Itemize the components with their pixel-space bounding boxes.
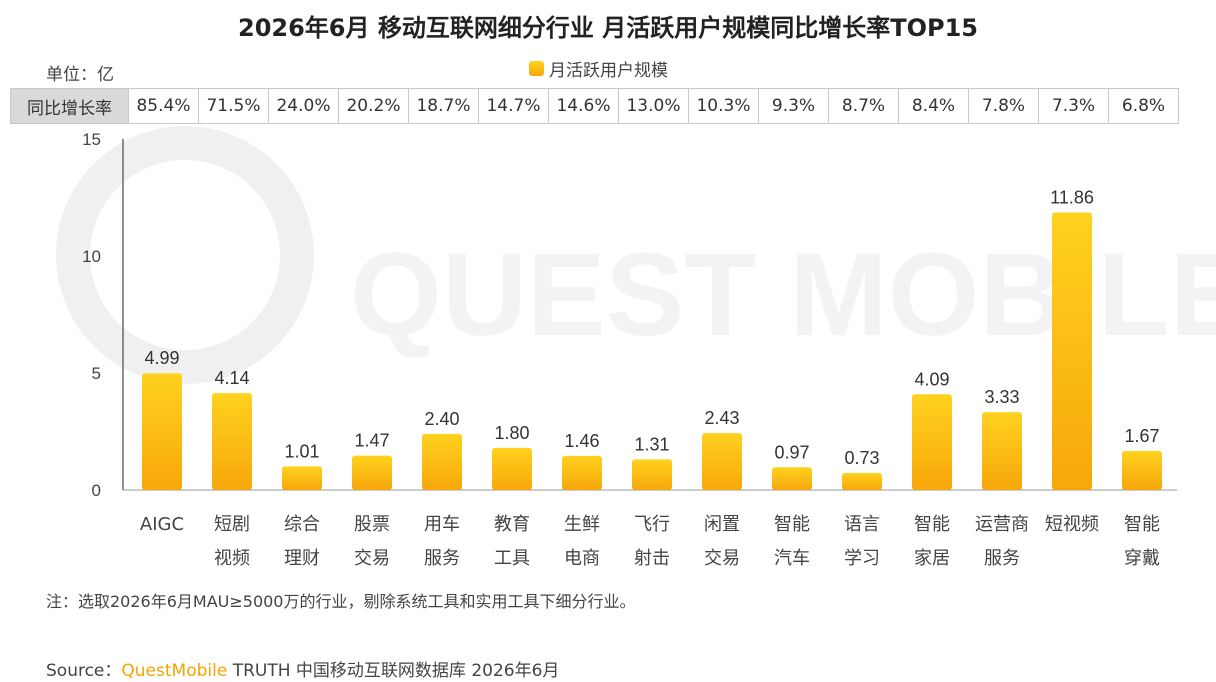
x-tick-label: 短视频	[1045, 514, 1099, 535]
bar	[1122, 450, 1162, 490]
growth-rate-cell: 14.6%	[548, 88, 619, 124]
growth-rate-cell: 9.3%	[758, 88, 829, 124]
bar-value-label: 1.80	[494, 423, 529, 443]
bar	[702, 433, 742, 490]
bar	[422, 433, 462, 490]
growth-rate-cell: 7.3%	[1038, 88, 1109, 124]
x-tick-label: 射击	[634, 548, 670, 569]
bar	[1052, 212, 1092, 490]
growth-rate-cell: 8.4%	[898, 88, 969, 124]
x-tick-label: 服务	[984, 548, 1020, 569]
x-tick-label: 闲置	[704, 514, 740, 535]
x-tick-label: 电商	[564, 548, 600, 569]
x-tick-label: 语言	[844, 514, 880, 535]
growth-rate-header: 同比增长率	[10, 88, 129, 124]
footnote: 注：选取2026年6月MAU≥5000万的行业，剔除系统工具和实用工具下细分行业…	[46, 592, 636, 611]
bar	[212, 393, 252, 490]
legend: 月活跃用户规模	[529, 56, 668, 81]
growth-rate-cell: 24.0%	[268, 88, 339, 124]
x-tick-label: 服务	[424, 548, 460, 569]
y-tick-label: 10	[82, 247, 101, 266]
legend-label: 月活跃用户规模	[549, 61, 668, 81]
y-tick-label: 5	[92, 364, 101, 383]
x-tick-label: 工具	[494, 548, 530, 569]
growth-rate-cell: 10.3%	[688, 88, 759, 124]
x-tick-label: 交易	[704, 548, 740, 569]
x-tick-label: 运营商	[975, 514, 1029, 535]
bar-value-label: 1.46	[564, 431, 599, 451]
source-suffix: TRUTH 中国移动互联网数据库 2026年6月	[227, 661, 560, 681]
source-prefix: Source：	[46, 661, 122, 681]
source-line: Source：QuestMobile TRUTH 中国移动互联网数据库 2026…	[46, 656, 559, 681]
bar	[982, 412, 1022, 490]
unit-label: 单位：亿	[46, 65, 114, 85]
bar	[562, 455, 602, 490]
bar	[772, 467, 812, 490]
x-tick-label: 视频	[214, 548, 250, 569]
growth-rate-cell: 14.7%	[478, 88, 549, 124]
growth-rate-cell: 20.2%	[338, 88, 409, 124]
x-tick-label: 理财	[284, 548, 320, 569]
y-tick-label: 15	[82, 130, 101, 149]
growth-rate-row: 同比增长率 85.4% 71.5% 24.0% 20.2% 18.7% 14.7% 14.6…	[10, 88, 1179, 124]
growth-rate-cell: 71.5%	[198, 88, 269, 124]
bar	[142, 373, 182, 490]
chart-title: 2026年6月 移动互联网细分行业 月活跃用户规模同比增长率TOP15	[238, 14, 978, 42]
bar	[492, 447, 532, 490]
x-tick-label: 综合	[284, 514, 320, 535]
x-tick-label: 股票	[354, 514, 390, 535]
bar-value-label: 1.31	[634, 434, 669, 454]
y-tick-label: 0	[92, 481, 101, 500]
x-tick-label: 飞行	[634, 514, 670, 535]
growth-rate-cell: 18.7%	[408, 88, 479, 124]
bar-value-label: 2.43	[704, 408, 739, 428]
bar	[842, 472, 882, 490]
growth-rate-cell: 7.8%	[968, 88, 1039, 124]
x-tick-label: 用车	[424, 514, 460, 535]
x-tick-label: 学习	[844, 548, 880, 569]
growth-rate-table: 同比增长率 85.4% 71.5% 24.0% 20.2% 18.7% 14.7% 14.6…	[10, 88, 1179, 124]
bar	[282, 466, 322, 490]
bar-value-label: 0.97	[774, 442, 809, 462]
source-brand: QuestMobile	[121, 661, 228, 681]
x-tick-label: 教育	[494, 514, 530, 535]
growth-rate-cell: 6.8%	[1108, 88, 1179, 124]
bar-value-label: 4.99	[144, 348, 179, 368]
x-tick-label: 生鲜	[564, 514, 600, 535]
bar-value-label: 11.86	[1050, 187, 1094, 207]
bar-value-label: 4.14	[214, 368, 249, 388]
x-tick-label: AIGC	[140, 514, 184, 535]
bar-value-label: 1.01	[284, 441, 319, 461]
bar-value-label: 2.40	[424, 409, 459, 429]
bar	[632, 459, 672, 490]
bar-value-label: 3.33	[984, 387, 1019, 407]
x-tick-label: 穿戴	[1124, 548, 1160, 569]
bar	[352, 455, 392, 490]
bar	[912, 394, 952, 490]
x-tick-label: 智能	[1124, 514, 1160, 535]
x-tick-label: 智能	[774, 514, 810, 535]
x-tick-label: 短剧	[214, 514, 250, 535]
bar-value-label: 4.09	[914, 369, 949, 389]
bar-value-label: 1.67	[1124, 426, 1159, 446]
watermark-logo-icon	[56, 126, 314, 384]
growth-rate-cell: 13.0%	[618, 88, 689, 124]
growth-rate-cell: 8.7%	[828, 88, 899, 124]
bar-value-label: 0.73	[844, 448, 879, 468]
legend-swatch	[529, 61, 544, 76]
x-tick-label: 交易	[354, 548, 390, 569]
x-tick-label: 汽车	[774, 548, 810, 569]
bar-value-label: 1.47	[354, 431, 389, 451]
x-tick-label: 家居	[914, 548, 950, 569]
x-tick-label: 智能	[914, 514, 950, 535]
